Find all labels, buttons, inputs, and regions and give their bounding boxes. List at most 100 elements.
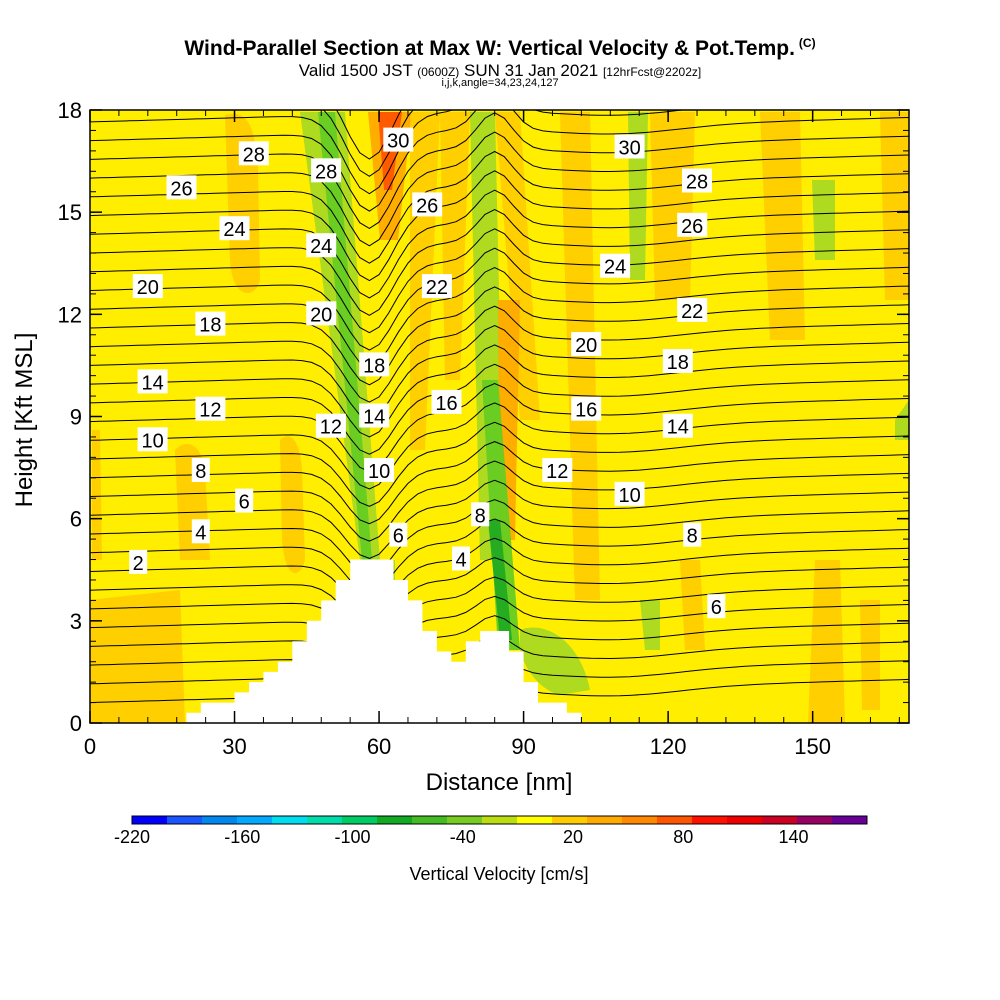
colorbar-tick-label: -100: [334, 827, 370, 847]
contour-label-text: 22: [426, 277, 448, 299]
velocity-patch: [280, 436, 305, 574]
theta-contour-line: [90, 247, 909, 351]
colorbar-swatch: [412, 816, 448, 824]
velocity-patch: [440, 112, 470, 380]
contour-label-text: 24: [604, 257, 626, 279]
contour-label: 18: [195, 311, 226, 337]
contour-label-box: [191, 458, 210, 482]
colorbar: -220 -160 -100 -40 20 80 140: [114, 815, 868, 847]
contour-label-box: [614, 134, 645, 159]
contour-label-text: 18: [199, 315, 221, 337]
forecast-info: [12hrFcst@2202z]: [602, 65, 702, 79]
theta-contour-line: [90, 305, 909, 403]
theta-contour-line: [90, 595, 909, 664]
contour-label-box: [306, 233, 337, 258]
contour-label-box: [682, 168, 712, 193]
theta-contour-line: [90, 344, 909, 438]
contour-label-text: 12: [199, 400, 221, 422]
contour-label: 30: [383, 127, 414, 153]
contour-label: 14: [662, 413, 693, 439]
theta-contour-line: [90, 537, 909, 612]
x-tick-label: 150: [794, 734, 831, 759]
grid-indices: i,j,k,angle=34,23,24,127: [441, 77, 559, 89]
colorbar-swatch: [237, 816, 273, 824]
terrain-profile: [90, 559, 582, 723]
colorbar-tick-label: 140: [778, 827, 808, 847]
y-tick-label: 12: [58, 302, 82, 327]
colorbar-swatch: [307, 816, 343, 824]
contour-label: 30: [614, 134, 645, 160]
contour-label-box: [166, 175, 197, 200]
contour-label: 20: [571, 332, 602, 357]
contour-label: 16: [571, 396, 602, 422]
contour-label-box: [195, 311, 226, 336]
contour-label-box: [129, 549, 148, 574]
contour-label: 24: [306, 233, 337, 258]
theta-contour-line: [90, 131, 909, 247]
contour-label-text: 30: [387, 131, 409, 153]
contour-label: 26: [166, 175, 197, 200]
contour-labels: 2468101214182024262828242012181410648162…: [129, 127, 726, 619]
colorbar-tick-label: -40: [450, 827, 476, 847]
contour-label-text: 18: [363, 355, 385, 377]
velocity-patch: [680, 560, 705, 650]
contour-label-box: [137, 427, 168, 452]
contour-label: 26: [412, 192, 443, 217]
contour-label-text: 18: [667, 352, 689, 374]
colorbar-title: Vertical Velocity [cm/s]: [409, 864, 588, 884]
contour-label: 28: [682, 168, 712, 194]
contour-label-box: [707, 594, 726, 619]
velocity-patch: [482, 380, 520, 650]
contour-label-box: [195, 396, 226, 421]
contour-label: 4: [191, 519, 210, 544]
theta-contour-line: [90, 363, 909, 455]
colorbar-swatch: [517, 816, 553, 824]
contour-label-text: 2: [133, 553, 144, 575]
axes: 0 30 60 90 120 150 0 3 6 9 12 15 18: [58, 98, 909, 759]
colorbar-tick-label: -220: [114, 827, 150, 847]
colorbar-swatch: [167, 816, 203, 824]
contour-label-box: [235, 488, 254, 513]
colorbar-swatch: [552, 816, 588, 824]
theta-contours: [90, 110, 909, 723]
contour-label-box: [614, 481, 645, 506]
contour-label-box: [662, 349, 693, 373]
contour-label-box: [662, 413, 693, 438]
y-tick-label: 18: [58, 98, 82, 123]
contour-label-box: [137, 369, 168, 394]
velocity-patch: [760, 112, 805, 340]
contour-label-box: [412, 192, 443, 217]
contour-label-box: [421, 274, 452, 299]
colorbar-frame: [131, 815, 868, 825]
x-axis-title: Distance [nm]: [426, 769, 573, 796]
contour-label: 28: [238, 141, 269, 166]
contour-label-box: [219, 216, 250, 241]
colorbar-tick-label: -160: [224, 827, 260, 847]
contour-label-box: [452, 546, 470, 571]
theta-contour-line: [90, 150, 909, 264]
theta-contour-line: [90, 110, 688, 195]
x-tick-label: 120: [650, 734, 687, 759]
contour-label-text: 20: [575, 335, 597, 357]
contour-label-box: [389, 522, 408, 547]
contour-label-box: [238, 141, 269, 166]
contour-label: 8: [471, 502, 490, 527]
velocity-patch: [880, 112, 909, 300]
contour-label: 22: [421, 274, 452, 299]
y-tick-label: 15: [58, 200, 82, 225]
velocity-patch: [92, 430, 102, 560]
chart-subtitle: Valid 1500 JST (0600Z) SUN 31 Jan 2021 […: [0, 61, 1000, 81]
colorbar-swatch: [202, 816, 238, 824]
theta-contour-line: [90, 421, 909, 507]
contour-label-text: 10: [368, 461, 390, 483]
contour-label-text: 20: [137, 277, 159, 299]
theta-contour-line: [90, 112, 909, 229]
y-tick-label: 9: [70, 405, 82, 430]
theta-contour-line: [90, 286, 909, 386]
theta-contour-line: [90, 208, 909, 316]
contour-label-text: 6: [711, 597, 722, 619]
contour-label-box: [315, 413, 346, 438]
contour-label-box: [383, 127, 414, 152]
theta-contour-line: [90, 518, 909, 594]
theta-contour-line: [90, 325, 909, 421]
